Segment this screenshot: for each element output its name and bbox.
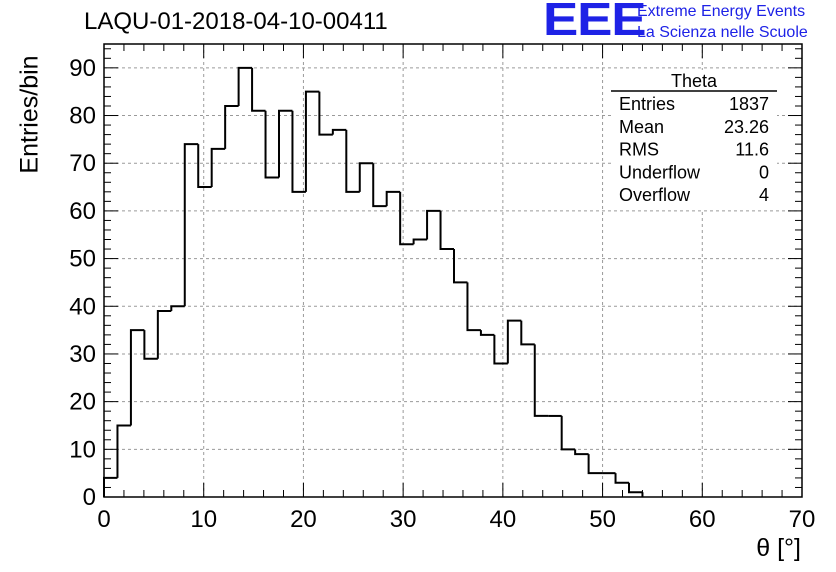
histogram-bin-21: [385, 190, 401, 207]
stats-value-overflow: 4: [759, 185, 769, 205]
y-tick-label-20: 20: [69, 389, 96, 416]
histogram-bin-1: [116, 424, 131, 478]
y-tick-label-0: 0: [83, 484, 96, 511]
y-tick-label-90: 90: [69, 55, 96, 82]
x-tick-label-10: 10: [190, 506, 217, 533]
stats-label-underflow: Underflow: [619, 162, 701, 182]
histogram-bin-5: [170, 305, 185, 312]
chart-title: LAQU-01-2018-04-10-00411: [84, 8, 388, 35]
y-tick-label-70: 70: [69, 150, 96, 177]
histogram-bin-7: [197, 144, 212, 189]
x-tick-label-30: 30: [390, 506, 417, 533]
stats-label-entries: Entries: [619, 94, 675, 114]
y-tick-label-10: 10: [69, 436, 96, 463]
x-tick-label-40: 40: [490, 506, 517, 533]
histogram-bin-9: [224, 104, 239, 149]
histogram-bin-29: [493, 334, 508, 365]
histogram-bin-30: [506, 319, 522, 364]
logo-subtitle-line2: La Scienza nelle Scuole: [637, 24, 808, 41]
histogram-bin-18: [345, 129, 360, 193]
histogram-bin-2: [129, 329, 145, 426]
histogram-bin-24: [426, 209, 441, 240]
histogram-bin-23: [412, 238, 428, 245]
stats-box: [611, 70, 777, 210]
y-tick-label-80: 80: [69, 103, 96, 130]
histogram-bin-3: [143, 330, 158, 360]
x-tick-label-20: 20: [290, 506, 317, 533]
histogram-bin-14: [291, 110, 306, 193]
histogram-bin-11: [251, 67, 266, 112]
histogram-bin-12: [264, 110, 279, 179]
histogram-bin-15: [304, 90, 320, 192]
histogram-bin-32: [533, 344, 549, 417]
histogram-bin-17: [331, 128, 347, 135]
stats-label-overflow: Overflow: [619, 185, 691, 205]
histogram-bin-34: [560, 415, 576, 451]
histogram-bin-28: [479, 330, 495, 336]
stats-label-rms: RMS: [619, 140, 659, 160]
histogram-bin-39: [627, 482, 643, 494]
histogram-bin-38: [614, 473, 629, 484]
histogram-bin-8: [210, 147, 226, 188]
x-tick-label-50: 50: [589, 506, 616, 533]
histogram-bin-25: [439, 210, 454, 251]
histogram-bin-35: [574, 449, 589, 456]
histogram-bin-16: [318, 91, 333, 136]
histogram-bin-4: [156, 310, 172, 359]
histogram-bin-31: [520, 320, 535, 346]
stats-value-underflow: 0: [759, 162, 769, 182]
histogram-bin-36: [587, 454, 603, 475]
y-tick-label-40: 40: [69, 293, 96, 320]
eee-logo: EEE: [543, 0, 647, 45]
histogram-bin-27: [466, 282, 481, 332]
x-tick-label-70: 70: [789, 506, 816, 533]
stats-value-mean: 23.26: [724, 117, 769, 137]
stats-label-mean: Mean: [619, 117, 664, 137]
x-axis-label: θ [°]: [756, 534, 801, 562]
histogram-bin-22: [399, 191, 414, 246]
x-tick-label-0: 0: [97, 506, 110, 533]
stats-box-title: Theta: [671, 71, 718, 91]
histogram-bin-20: [372, 163, 387, 208]
y-axis-label: Entries/bin: [15, 55, 44, 174]
y-tick-label-60: 60: [69, 198, 96, 225]
stats-value-entries: 1837: [729, 94, 769, 114]
plot-frame: [103, 43, 803, 498]
y-tick-label-50: 50: [69, 246, 96, 273]
histogram-bin-26: [452, 249, 468, 284]
histogram-bin-10: [237, 66, 253, 106]
logo-subtitle-line1: Extreme Energy Events: [637, 3, 806, 20]
x-tick-label-60: 60: [689, 506, 716, 533]
histogram-bin-19: [358, 162, 374, 192]
histogram-bin-6: [183, 143, 199, 307]
y-tick-label-30: 30: [69, 341, 96, 368]
histogram-bin-13: [277, 109, 293, 178]
stats-value-rms: 11.6: [735, 140, 769, 160]
